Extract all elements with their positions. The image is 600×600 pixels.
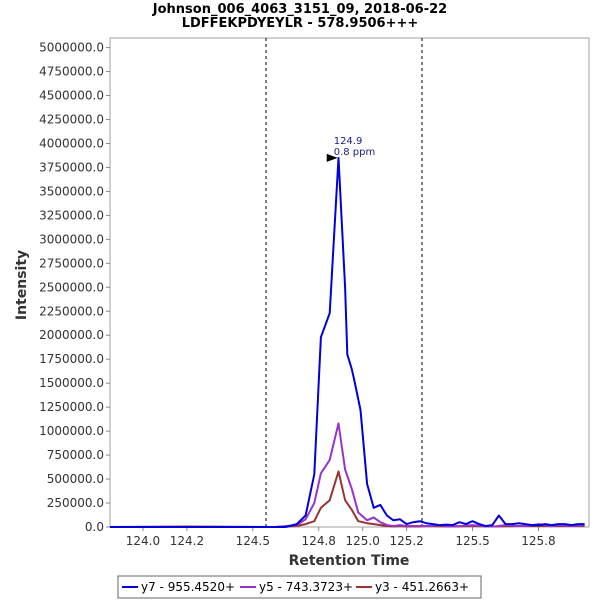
x-tick-label: 125.0 bbox=[346, 534, 380, 548]
x-tick-label: 125.8 bbox=[521, 534, 555, 548]
y-tick-label: 2500000.0 bbox=[39, 280, 104, 294]
apex-marker-icon bbox=[326, 153, 338, 162]
x-tick-label: 124.2 bbox=[170, 534, 204, 548]
plot-area bbox=[109, 37, 590, 528]
y-tick-label: 500000.0 bbox=[47, 472, 104, 486]
x-tick-label: 124.5 bbox=[236, 534, 270, 548]
y-tick-label: 3500000.0 bbox=[39, 184, 104, 198]
x-axis-ticks: 124.0 124.2 124.5 124.8 125.0 125.2 125.5 125.8 bbox=[126, 527, 556, 548]
y-tick-label: 4750000.0 bbox=[39, 65, 104, 79]
legend-label: y3 - 451.2663+ bbox=[375, 580, 469, 594]
x-tick-label: 124.8 bbox=[302, 534, 336, 548]
y-tick-label: 4500000.0 bbox=[39, 89, 104, 103]
y-tick-label: 3750000.0 bbox=[39, 160, 104, 174]
series-line-y5 bbox=[110, 422, 585, 528]
y-tick-label: 4000000.0 bbox=[39, 136, 104, 150]
apex-rt-label: 124.9 bbox=[334, 136, 363, 147]
y-tick-label: 2750000.0 bbox=[39, 256, 104, 270]
chart-subtitle: LDFFEKPDYEYLR - 578.9506+++ bbox=[182, 16, 419, 31]
y-tick-label: 3250000.0 bbox=[39, 208, 104, 222]
y-tick-label: 2250000.0 bbox=[39, 304, 104, 318]
legend-label: y5 - 743.3723+ bbox=[259, 580, 353, 594]
x-tick-label: 125.2 bbox=[389, 534, 423, 548]
y-tick-label: 1250000.0 bbox=[39, 400, 104, 414]
y-tick-label: 3000000.0 bbox=[39, 232, 104, 246]
x-tick-label: 125.5 bbox=[455, 534, 489, 548]
legend: y7 - 955.4520+ y5 - 743.3723+ y3 - 451.266… bbox=[117, 575, 482, 599]
chart-title: Johnson_006_4063_3151_09, 2018-06-22 bbox=[152, 2, 447, 17]
y-tick-label: 5000000.0 bbox=[39, 41, 104, 55]
series-lines bbox=[109, 156, 585, 528]
y-tick-label: 4250000.0 bbox=[39, 113, 104, 127]
y-tick-label: 250000.0 bbox=[47, 496, 104, 510]
y-tick-label: 1750000.0 bbox=[39, 352, 104, 366]
y-tick-label: 750000.0 bbox=[47, 448, 104, 462]
legend-label: y7 - 955.4520+ bbox=[141, 580, 235, 594]
y-axis-ticks: 0.0 250000.0 500000.0 750000.0 1000000.0 1250… bbox=[39, 41, 110, 534]
apex-ppm-label: 0.8 ppm bbox=[334, 147, 376, 158]
y-tick-label: 0.0 bbox=[85, 520, 104, 534]
x-tick-label: 124.0 bbox=[126, 534, 160, 548]
y-tick-label: 1000000.0 bbox=[39, 424, 104, 438]
y-axis-label: Intensity bbox=[14, 250, 30, 320]
series-line-y7 bbox=[110, 156, 585, 528]
legend-box bbox=[117, 575, 482, 599]
x-axis-label: Retention Time bbox=[289, 553, 410, 569]
peak-annotation: 124.90.8 ppm bbox=[326, 136, 376, 162]
y-tick-label: 2000000.0 bbox=[39, 328, 104, 342]
y-tick-label: 1500000.0 bbox=[39, 376, 104, 390]
